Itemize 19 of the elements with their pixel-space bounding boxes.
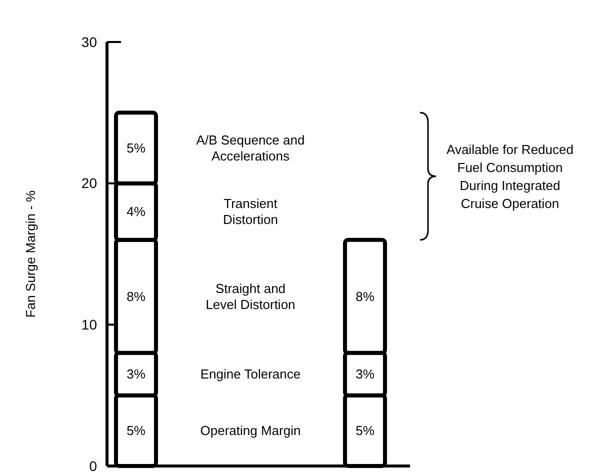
data-label: 3%	[356, 366, 375, 382]
data-label: 8%	[356, 288, 375, 304]
annotation: Straight and Level Distortion	[206, 280, 296, 312]
data-label: 3%	[126, 366, 146, 382]
y-axis-title: Fan Surge Margin - %	[23, 190, 38, 318]
y-tick-label: 30	[81, 34, 98, 50]
annotation: A/B Sequence and Accelerations	[196, 132, 305, 164]
annotation: Transient Distortion	[223, 196, 278, 228]
y-tick-label: 0	[89, 458, 98, 472]
y-tick-label: 10	[81, 316, 98, 333]
data-label: 8%	[126, 288, 146, 304]
text: Available for Reduced Fuel Consumption During Integrated Cruise Operation	[446, 142, 574, 211]
data-label: 5%	[126, 423, 146, 438]
data-label: 5%	[126, 140, 146, 156]
data-label: 5%	[356, 423, 375, 438]
y-tick-label: 20	[81, 175, 98, 192]
annotation: Engine Tolerance	[200, 366, 301, 382]
data-label: 4%	[126, 204, 146, 220]
annotation: Operating Margin	[200, 423, 301, 438]
